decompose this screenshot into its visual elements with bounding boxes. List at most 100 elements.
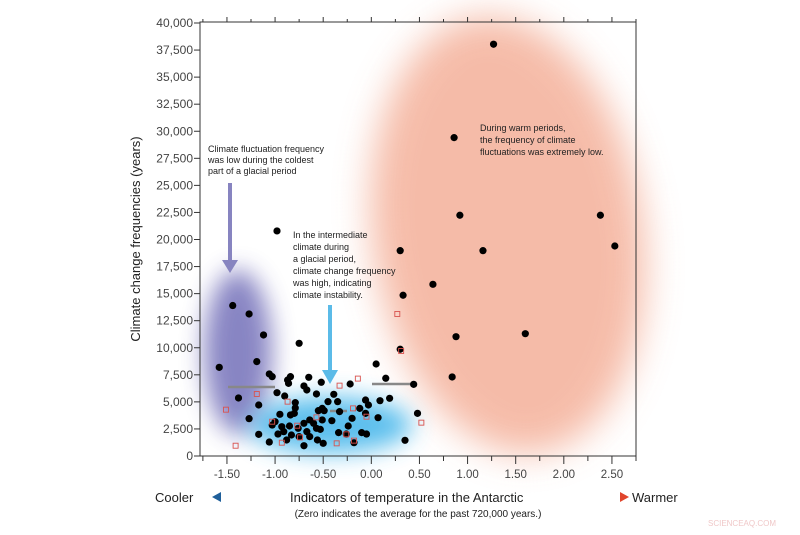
data-point [295,433,303,441]
data-point [306,433,314,441]
x-tick-label: 0.50 [408,469,430,481]
data-point [285,422,294,430]
data-point [489,40,498,48]
annotation-cold: Climate fluctuation frequency was low du… [207,144,327,176]
data-point [283,436,291,444]
data-point [596,211,604,219]
data-point [382,374,390,382]
data-point [396,345,404,353]
y-tick-label: 5,000 [163,395,193,409]
data-point [300,442,308,450]
data-point [276,410,284,418]
cold-region [204,270,272,434]
data-point [317,378,325,386]
intermediate-arrow-icon [322,305,338,384]
data-point [255,430,263,438]
data-point-hollow [333,440,340,447]
data-point [273,389,281,397]
data-point [452,333,460,341]
data-point-hollow [223,406,229,413]
data-point [265,438,273,446]
data-point [319,439,327,447]
data-point [314,407,322,415]
data-point-hollow [284,398,291,405]
y-tick-label: 30,000 [156,124,193,138]
y-tick-label: 27,500 [156,151,193,165]
x-axis-warmer-label: Warmer [632,490,678,505]
data-point [413,409,422,417]
y-tick-label: 22,500 [156,205,193,219]
data-point [344,422,352,430]
y-tick-label: 32,500 [156,97,193,111]
data-point [274,430,282,438]
data-point-hollow [394,311,401,317]
x-tick-label: 0.00 [360,469,382,481]
y-tick-label: 10,000 [156,341,193,355]
data-point-hollow [418,419,425,426]
regions [204,16,646,454]
x-tick-label: 2.50 [601,469,623,481]
annotation-warm: During warm periods, the frequency of cl… [480,123,604,157]
y-tick-label: 25,000 [156,178,193,192]
data-point [396,247,404,255]
data-points [215,40,619,450]
data-point [361,409,370,417]
y-tick-label: 12,500 [156,314,193,328]
x-tick-label: 1.00 [456,469,478,481]
data-point [245,310,253,318]
data-point-hollow [351,437,357,444]
data-point [287,431,296,439]
data-point [346,380,354,388]
x-tick-label: 2.00 [553,469,575,481]
x-axis: -1.50 -1.00 -0.50 0.00 0.50 1.00 1.50 2.00 2.50 [202,17,637,481]
data-point [611,242,619,250]
data-point [318,416,326,424]
data-point [399,291,407,299]
data-point-hollow [313,414,320,421]
data-point [324,398,332,406]
data-point [429,280,437,288]
y-tick-label: 20,000 [156,233,193,247]
data-point [303,386,311,394]
data-point [268,421,276,429]
x-tick-label: -1.50 [214,469,240,481]
cooler-arrow-icon [212,492,284,502]
data-point [410,380,418,388]
data-point [255,401,263,409]
data-point [281,392,289,400]
x-tick-label: -1.00 [262,469,288,481]
data-point [374,414,382,422]
data-point-hollow [363,413,370,420]
data-point [309,419,318,427]
y-tick-label: 40,000 [156,16,193,30]
y-axis: 0 2,500 5,000 7,500 10,000 12,500 15,000 17,500… [156,16,200,463]
data-point [448,373,456,381]
data-point [284,379,293,387]
data-point [300,419,308,427]
data-point [479,247,487,255]
data-point [295,339,303,347]
data-point [273,227,281,235]
watermark: SCIENCEAQ.COM [708,519,776,528]
data-point [521,330,529,338]
warmer-arrow-icon [543,492,629,502]
data-point-hollow [253,391,260,397]
data-point [291,399,299,407]
cold-arrow-icon [222,183,238,273]
data-point-hollow [269,418,276,425]
data-point [291,404,299,412]
y-tick-label: 7,500 [163,368,193,382]
data-point [362,430,371,438]
y-tick-label: 35,000 [156,70,193,84]
data-point-hollow [354,375,361,382]
data-point [401,436,409,444]
data-point [280,428,288,436]
data-point-hollow [343,431,350,438]
data-point [268,373,276,381]
data-point [364,401,373,409]
data-point [313,436,322,444]
data-point [229,301,237,310]
y-tick-label: 37,500 [156,43,193,57]
x-axis-cooler-label: Cooler [155,490,194,505]
